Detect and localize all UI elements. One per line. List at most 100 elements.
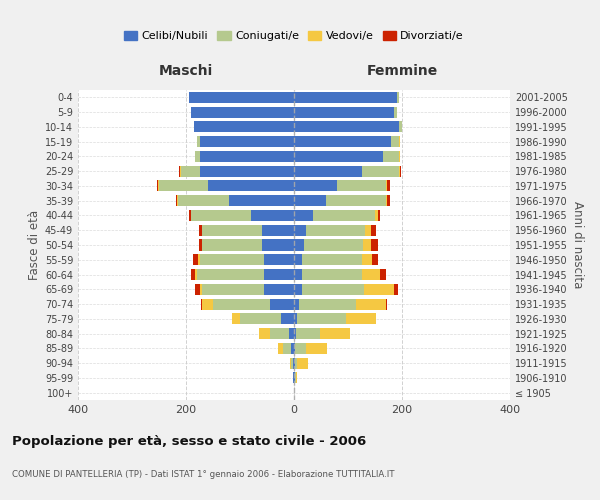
Bar <box>294 122 400 132</box>
Bar <box>294 298 299 310</box>
Bar <box>251 210 294 221</box>
Bar <box>394 106 397 118</box>
Bar <box>265 254 294 266</box>
Bar <box>302 284 364 295</box>
Bar <box>326 195 386 206</box>
Bar <box>199 284 202 295</box>
Bar <box>383 151 400 162</box>
Bar <box>320 328 350 339</box>
Bar <box>195 284 199 295</box>
Bar <box>363 240 371 250</box>
Bar <box>346 314 376 324</box>
Bar <box>371 240 378 250</box>
Bar <box>294 195 326 206</box>
Bar <box>378 210 380 221</box>
Bar <box>213 298 270 310</box>
Bar <box>194 122 294 132</box>
Bar <box>201 298 202 310</box>
Bar <box>361 269 380 280</box>
Bar <box>388 195 390 206</box>
Bar <box>232 314 240 324</box>
Y-axis label: Anni di nascita: Anni di nascita <box>571 202 584 288</box>
Bar <box>259 328 270 339</box>
Bar <box>302 269 361 280</box>
Bar <box>294 151 383 162</box>
Bar <box>240 314 281 324</box>
Bar <box>278 343 283 354</box>
Bar <box>296 328 320 339</box>
Bar <box>386 180 387 192</box>
Bar <box>294 166 361 176</box>
Bar <box>297 358 308 368</box>
Bar <box>386 298 387 310</box>
Bar <box>299 298 356 310</box>
Bar <box>178 195 229 206</box>
Bar <box>294 284 302 295</box>
Bar <box>265 269 294 280</box>
Bar <box>380 269 386 280</box>
Bar <box>397 92 400 103</box>
Bar <box>294 328 296 339</box>
Bar <box>199 224 202 236</box>
Y-axis label: Fasce di età: Fasce di età <box>28 210 41 280</box>
Bar <box>281 314 294 324</box>
Bar <box>199 166 294 176</box>
Bar <box>197 269 265 280</box>
Bar <box>364 284 394 295</box>
Bar <box>313 210 375 221</box>
Text: COMUNE DI PANTELLERIA (TP) - Dati ISTAT 1° gennaio 2006 - Elaborazione TUTTITALI: COMUNE DI PANTELLERIA (TP) - Dati ISTAT … <box>12 470 395 479</box>
Bar <box>265 284 294 295</box>
Bar <box>391 136 400 147</box>
Bar <box>292 358 293 368</box>
Bar <box>356 298 386 310</box>
Bar <box>294 210 313 221</box>
Bar <box>290 358 292 368</box>
Bar <box>295 358 297 368</box>
Bar <box>294 224 306 236</box>
Bar <box>191 106 294 118</box>
Bar <box>157 180 158 192</box>
Bar <box>176 195 178 206</box>
Bar <box>295 372 296 384</box>
Bar <box>199 254 265 266</box>
Bar <box>229 195 294 206</box>
Bar <box>294 180 337 192</box>
Bar <box>361 166 400 176</box>
Bar <box>199 136 294 147</box>
Bar <box>199 240 202 250</box>
Bar <box>270 298 294 310</box>
Bar <box>296 372 297 384</box>
Bar <box>195 151 199 162</box>
Bar <box>189 210 191 221</box>
Bar <box>365 224 371 236</box>
Bar <box>294 92 397 103</box>
Bar <box>400 166 401 176</box>
Bar <box>262 240 294 250</box>
Bar <box>294 106 394 118</box>
Bar <box>294 314 297 324</box>
Bar <box>387 180 389 192</box>
Bar <box>202 284 265 295</box>
Text: Popolazione per età, sesso e stato civile - 2006: Popolazione per età, sesso e stato civil… <box>12 435 366 448</box>
Bar <box>361 254 372 266</box>
Bar <box>199 151 294 162</box>
Bar <box>294 343 295 354</box>
Bar <box>197 136 199 147</box>
Bar <box>289 328 294 339</box>
Text: Femmine: Femmine <box>367 64 437 78</box>
Legend: Celibi/Nubili, Coniugati/e, Vedovi/e, Divorziati/e: Celibi/Nubili, Coniugati/e, Vedovi/e, Di… <box>121 28 467 44</box>
Bar <box>283 343 292 354</box>
Bar <box>181 166 199 176</box>
Bar <box>159 180 208 192</box>
Bar <box>202 240 262 250</box>
Bar <box>306 224 365 236</box>
Bar <box>293 358 294 368</box>
Bar <box>193 254 199 266</box>
Bar <box>394 284 398 295</box>
Bar <box>372 254 378 266</box>
Text: Maschi: Maschi <box>159 64 213 78</box>
Bar <box>400 122 402 132</box>
Bar <box>270 328 289 339</box>
Bar <box>297 314 346 324</box>
Bar <box>179 166 181 176</box>
